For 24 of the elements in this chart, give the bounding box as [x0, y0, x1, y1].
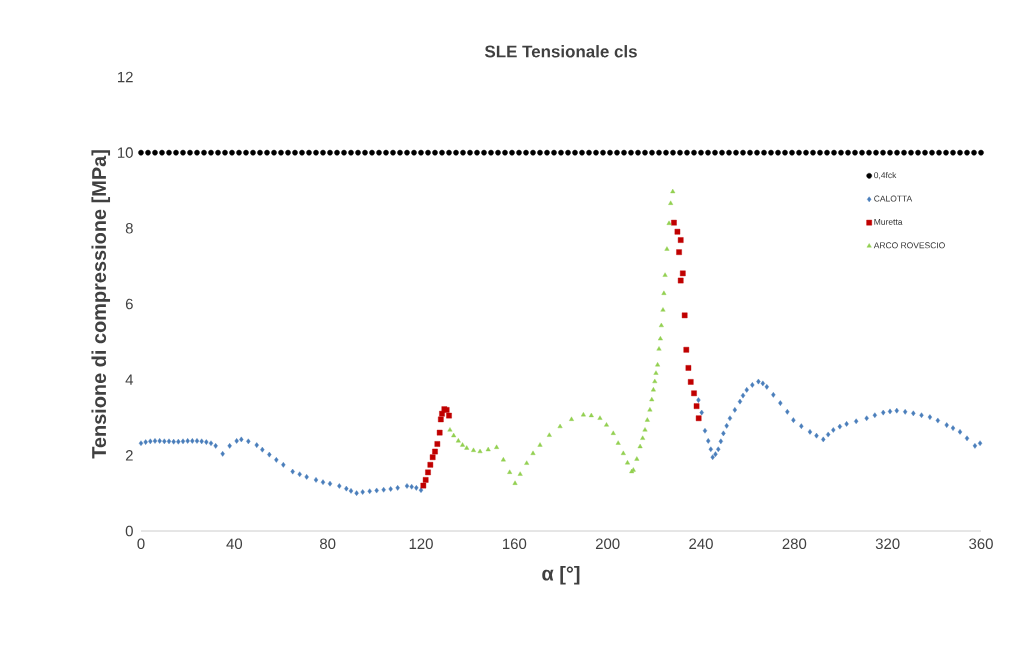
y-tick-label: 12 [118, 71, 133, 83]
x-tick-label: 40 [226, 538, 243, 550]
chart-title: SLE Tensionale cls [484, 45, 637, 58]
y-tick-label: 6 [125, 298, 133, 310]
x-tick-label: 200 [595, 538, 620, 550]
y-tick-label: 2 [125, 450, 133, 461]
legend-label: ARCO ROVESCIO [873, 242, 945, 249]
legend-label: Muretta [874, 218, 903, 225]
x-tick-label: 240 [689, 538, 713, 550]
y-tick-label: 8 [125, 223, 133, 234]
x-tick-label: 360 [969, 538, 993, 550]
x-tick-label: 160 [503, 538, 527, 550]
y-axis-title: Tensione di compressione [MPa] [91, 150, 111, 459]
y-tick-label: 0 [125, 525, 133, 537]
y-tick-label: 10 [118, 147, 133, 158]
legend-label: 0,4fck [874, 171, 897, 180]
x-tick-label: 280 [782, 538, 807, 550]
x-tick-label: 320 [875, 538, 900, 550]
x-tick-label: 120 [409, 538, 433, 550]
x-tick-label: 0 [137, 538, 145, 550]
x-tick-label: 80 [320, 538, 336, 550]
legend-label: CALOTTA [874, 195, 913, 202]
y-tick-label: 4 [125, 374, 134, 385]
x-axis-title: α [°] [542, 565, 580, 585]
